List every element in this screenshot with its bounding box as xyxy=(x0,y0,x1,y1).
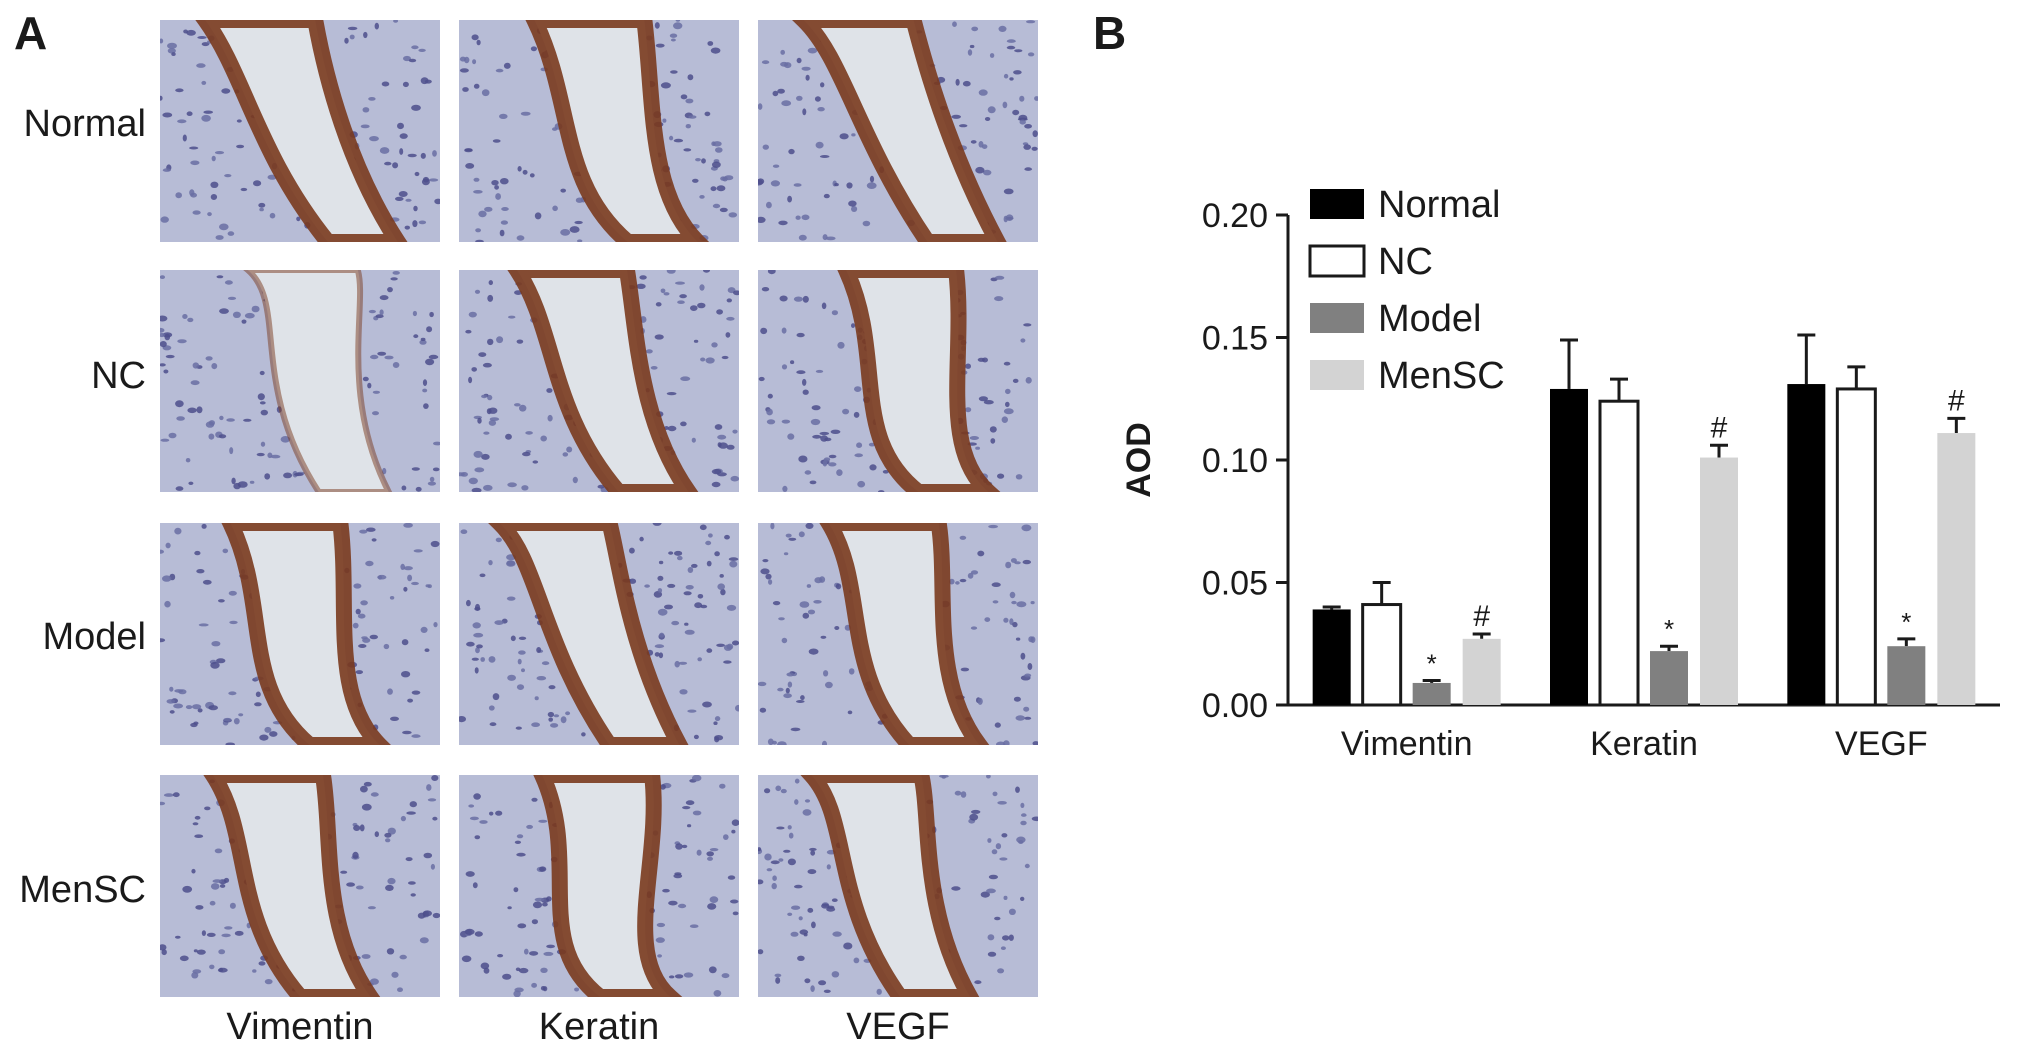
micrograph-mensc-keratin xyxy=(459,775,739,997)
significance-mark: # xyxy=(1473,600,1490,633)
col-label-vegf: VEGF xyxy=(846,1006,950,1048)
micrograph-image xyxy=(459,270,739,492)
micrograph-image xyxy=(758,270,1038,492)
micrograph-image xyxy=(459,775,739,997)
micrograph-model-keratin xyxy=(459,523,739,745)
bar-vegf-normal xyxy=(1787,384,1826,705)
y-tick-label: 0.05 xyxy=(1202,565,1268,603)
legend-swatch-model xyxy=(1310,303,1364,333)
bar-keratin-mensc xyxy=(1700,457,1738,705)
legend-swatch-mensc xyxy=(1310,360,1364,390)
legend-label-nc: NC xyxy=(1378,241,1433,283)
micrograph-mensc-vegf xyxy=(758,775,1038,997)
micrograph-nc-vegf xyxy=(758,270,1038,492)
micrograph-normal-vegf xyxy=(758,20,1038,242)
row-label-model: Model xyxy=(42,616,147,658)
bar-vimentin-mensc xyxy=(1462,638,1501,705)
significance-mark: # xyxy=(1948,384,1965,417)
bar-vimentin-model xyxy=(1412,682,1451,705)
bar-vimentin-normal xyxy=(1312,609,1351,705)
bar-chart: 0.00 0.05 0.10 0.15 0.20 AOD * # Vimentin * # Kerat… xyxy=(1120,184,2000,763)
micrograph-model-vimentin xyxy=(160,523,440,745)
micrograph-nc-keratin xyxy=(459,270,739,492)
legend-label-mensc: MenSC xyxy=(1378,355,1505,397)
micrograph-nc-vimentin xyxy=(160,270,440,492)
y-tick-label: 0.10 xyxy=(1202,442,1268,480)
legend-swatch-normal xyxy=(1310,189,1364,219)
legend-label-model: Model xyxy=(1378,298,1482,340)
micrograph-image xyxy=(758,775,1038,997)
panel-a-letter: A xyxy=(14,7,48,59)
micrograph-image xyxy=(758,523,1038,745)
micrograph-image xyxy=(758,20,1038,242)
row-label-normal: Normal xyxy=(23,103,146,145)
x-tick-label-keratin: Keratin xyxy=(1590,725,1698,763)
legend-swatch-nc xyxy=(1308,244,1366,278)
micrograph-image xyxy=(160,20,440,242)
bar-vegf-model xyxy=(1887,646,1926,705)
x-tick-label-vimentin: Vimentin xyxy=(1341,725,1473,763)
bar-vimentin-nc xyxy=(1361,603,1403,707)
col-label-vimentin: Vimentin xyxy=(226,1006,374,1048)
legend-label-normal: Normal xyxy=(1378,184,1500,226)
micrograph-image xyxy=(160,775,440,997)
bar-vegf-mensc xyxy=(1937,433,1976,705)
row-label-mensc: MenSC xyxy=(19,869,146,911)
micrograph-image xyxy=(459,523,739,745)
significance-mark: * xyxy=(1664,614,1674,644)
bar-keratin-model xyxy=(1650,651,1688,705)
panel-b-letter: B xyxy=(1093,7,1127,59)
micrograph-normal-vimentin xyxy=(160,20,440,242)
micrograph-image xyxy=(459,20,739,242)
row-label-nc: NC xyxy=(91,355,146,397)
y-axis-label: AOD xyxy=(1120,422,1158,498)
bar-keratin-normal xyxy=(1550,388,1588,705)
micrograph-normal-keratin xyxy=(459,20,739,242)
x-tick-label-vegf: VEGF xyxy=(1835,725,1928,763)
significance-mark: * xyxy=(1427,649,1437,679)
significance-mark: # xyxy=(1711,411,1728,444)
col-label-keratin: Keratin xyxy=(538,1006,660,1048)
micrograph-mensc-vimentin xyxy=(160,775,440,997)
y-tick-label: 0.00 xyxy=(1202,687,1268,725)
y-tick-label: 0.15 xyxy=(1202,320,1268,358)
y-tick-label: 0.20 xyxy=(1202,197,1268,235)
bar-vegf-nc xyxy=(1835,387,1877,707)
significance-mark: * xyxy=(1901,607,1911,637)
micrograph-image xyxy=(160,523,440,745)
bar-keratin-nc xyxy=(1598,399,1640,707)
micrograph-model-vegf xyxy=(758,523,1038,745)
micrograph-image xyxy=(160,270,440,492)
